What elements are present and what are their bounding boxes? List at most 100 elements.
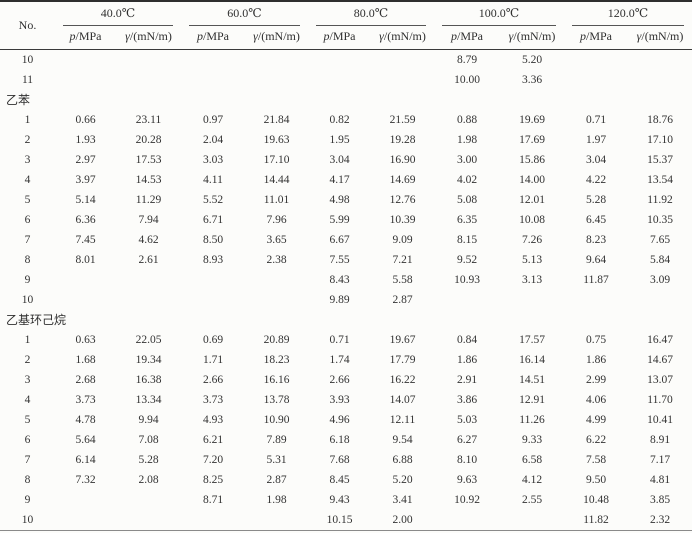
row-number: 4 xyxy=(24,174,31,186)
no-column-header: No. xyxy=(0,1,55,50)
col-header-surface-tension: γ/(mN/m) xyxy=(500,26,564,50)
pressure-value xyxy=(564,70,628,90)
pressure-value: 7.45 xyxy=(75,234,96,246)
surface-tension-value: 12.01 xyxy=(519,194,545,206)
surface-tension-value xyxy=(628,70,692,90)
pressure-value: 3.86 xyxy=(456,394,478,406)
table-row: 10 9.89 2.87 xyxy=(0,290,692,310)
table-row: 5 4.78 9.94 4.93 10.90 4.96 12.11 5.03 11.26 4.99… xyxy=(0,410,692,430)
table-row: 4 3.97 14.53 4.11 14.44 4.17 14.69 4.02 14.00 4.2… xyxy=(0,170,692,190)
surface-tension-value: 15.37 xyxy=(647,154,673,166)
surface-tension-value: 6.58 xyxy=(521,454,543,466)
pressure-value: 0.69 xyxy=(202,334,224,346)
surface-tension-value: 5.84 xyxy=(649,254,671,266)
table-row: 4 3.73 13.34 3.73 13.78 3.93 14.07 3.86 12.91 4.0… xyxy=(0,390,692,410)
surface-tension-value: 17.10 xyxy=(263,154,290,166)
section-row: 乙基环己烷 xyxy=(0,310,692,330)
pressure-value: 6.35 xyxy=(456,214,478,226)
surface-tension-value: 10.35 xyxy=(647,214,673,226)
surface-tension-value xyxy=(500,290,564,310)
subheader-row: p/MPa γ/(mN/m) p/MPa γ/(mN/m) p/MPa γ/(mN/m) p… xyxy=(0,26,692,50)
row-number: 6 xyxy=(24,214,31,226)
pressure-value: 4.78 xyxy=(75,414,96,426)
temp-header-40c: 40.0℃ xyxy=(55,1,181,26)
surface-tension-value: 7.96 xyxy=(266,214,287,226)
row-number: 10 xyxy=(21,294,34,306)
pressure-value: 2.99 xyxy=(585,374,607,386)
table-row: 10 8.79 5.20 xyxy=(0,50,692,71)
pressure-value: 6.36 xyxy=(75,214,96,226)
pressure-value: 4.99 xyxy=(585,414,607,426)
col-header-pressure: p/MPa xyxy=(308,26,371,50)
surface-tension-value: 9.94 xyxy=(138,414,159,426)
pressure-value: 2.66 xyxy=(202,374,224,386)
row-number: 3 xyxy=(24,374,31,386)
row-number: 2 xyxy=(24,354,31,366)
pressure-value: 4.98 xyxy=(329,194,350,206)
pressure-value: 10.15 xyxy=(326,514,353,526)
pressure-value: 7.32 xyxy=(75,474,96,486)
pressure-value: 10.92 xyxy=(454,494,480,506)
pressure-value: 0.71 xyxy=(329,334,350,346)
temp-header-60c: 60.0℃ xyxy=(181,1,308,26)
surface-tension-value: 12.91 xyxy=(519,394,545,406)
pressure-value: 5.14 xyxy=(75,194,96,206)
surface-tension-value: 14.51 xyxy=(519,374,545,386)
surface-tension-value: 4.12 xyxy=(521,474,543,486)
pressure-value: 2.66 xyxy=(329,374,350,386)
pressure-value: 9.52 xyxy=(456,254,478,266)
pressure-value xyxy=(181,70,245,90)
surface-tension-value: 16.47 xyxy=(647,334,673,346)
pressure-value: 2.68 xyxy=(75,374,96,386)
surface-tension-value xyxy=(116,510,181,531)
table-row: 2 1.93 20.28 2.04 19.63 1.95 19.28 1.98 17.69 1.9… xyxy=(0,130,692,150)
pressure-value xyxy=(55,290,116,310)
pressure-value: 3.93 xyxy=(329,394,350,406)
row-number: 1 xyxy=(24,114,31,126)
surface-tension-value xyxy=(116,290,181,310)
pressure-value: 11.82 xyxy=(583,514,609,526)
surface-tension-value: 16.38 xyxy=(135,374,162,386)
surface-tension-value: 21.84 xyxy=(263,114,290,126)
row-number: 8 xyxy=(24,474,31,486)
surface-tension-value: 16.14 xyxy=(519,354,545,366)
surface-tension-value: 14.53 xyxy=(135,174,162,186)
surface-tension-value: 19.69 xyxy=(519,114,545,126)
surface-tension-value: 17.79 xyxy=(389,354,416,366)
temp-header-100c: 100.0℃ xyxy=(434,1,564,26)
pressure-value: 1.97 xyxy=(585,134,607,146)
surface-tension-value: 3.09 xyxy=(649,274,671,286)
row-number: 7 xyxy=(24,454,31,466)
surface-tension-value: 11.01 xyxy=(263,194,290,206)
surface-tension-value: 17.57 xyxy=(519,334,545,346)
pressure-value: 8.71 xyxy=(202,494,224,506)
pressure-value: 1.74 xyxy=(329,354,350,366)
temp-header-80c: 80.0℃ xyxy=(308,1,434,26)
pressure-value xyxy=(55,490,116,510)
surface-tension-value: 19.63 xyxy=(263,134,290,146)
surface-tension-value: 14.07 xyxy=(389,394,416,406)
pressure-value: 7.55 xyxy=(329,254,350,266)
surface-tension-value: 2.55 xyxy=(521,494,543,506)
pressure-value: 0.71 xyxy=(585,114,607,126)
col-header-pressure: p/MPa xyxy=(181,26,245,50)
surface-tension-value: 18.76 xyxy=(647,114,673,126)
pressure-value: 4.22 xyxy=(585,174,607,186)
row-number: 4 xyxy=(24,394,31,406)
row-number: 10 xyxy=(21,54,34,66)
surface-tension-value: 7.89 xyxy=(266,434,287,446)
pressure-value xyxy=(181,510,245,531)
pressure-value xyxy=(181,50,245,71)
pressure-value: 7.58 xyxy=(585,454,607,466)
surface-tension-value: 3.36 xyxy=(521,74,543,86)
pressure-value xyxy=(564,290,628,310)
surface-tension-value: 12.76 xyxy=(389,194,416,206)
row-number: 1 xyxy=(24,334,31,346)
table-row: 7 7.45 4.62 8.50 3.65 6.67 9.09 8.15 7.26 8.23 7.6… xyxy=(0,230,692,250)
surface-tension-value xyxy=(371,70,434,90)
pressure-value: 1.98 xyxy=(456,134,478,146)
table-row: 3 2.97 17.53 3.03 17.10 3.04 16.90 3.00 15.86 3.0… xyxy=(0,150,692,170)
surface-tension-value: 5.58 xyxy=(392,274,413,286)
pressure-value: 2.04 xyxy=(202,134,224,146)
temp-label: 60.0℃ xyxy=(189,2,300,26)
